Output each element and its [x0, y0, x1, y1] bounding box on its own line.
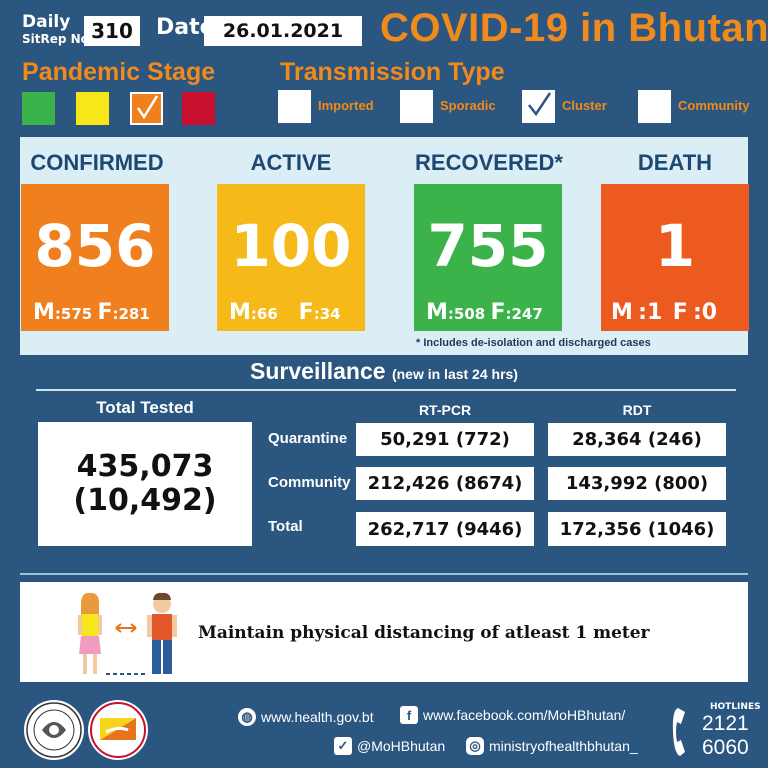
bhutan-flag-logo	[88, 700, 148, 760]
quarantine-rdt-cell: 28,364 (246)	[548, 423, 726, 456]
confirmed-card: 856 M:575 F:281	[21, 184, 169, 331]
imported-label: Imported	[318, 98, 374, 113]
total-rdt-cell: 172,356 (1046)	[548, 512, 726, 546]
transmission-type-title: Transmission Type	[280, 58, 505, 86]
imported-checkbox	[278, 90, 311, 123]
pandemic-stage-square-2	[76, 92, 109, 125]
rtpcr-column-header: RT-PCR	[418, 402, 472, 418]
surveillance-bottom-divider	[20, 573, 748, 575]
community-checkbox	[638, 90, 671, 123]
checkmark-icon	[528, 92, 552, 117]
date-value: 26.01.2021	[204, 16, 362, 46]
twitter-link[interactable]: ✓ @MoHBhutan	[334, 737, 445, 755]
recovered-value: 755	[427, 212, 549, 280]
globe-icon: ◍	[238, 708, 256, 726]
confirmed-gender-split: M:575 F:281	[33, 300, 150, 325]
surveillance-title: Surveillance (new in last 24 hrs)	[250, 358, 518, 384]
death-heading: DEATH	[637, 150, 713, 175]
facebook-link[interactable]: f www.facebook.com/MoHBhutan/	[400, 706, 625, 724]
total-rtpcr-cell: 262,717 (9446)	[356, 512, 534, 546]
total-tested-box: 435,073 (10,492)	[38, 422, 252, 546]
cluster-checkbox	[522, 90, 555, 123]
physical-distancing-icon	[78, 592, 177, 675]
sporadic-label: Sporadic	[440, 98, 496, 113]
active-value: 100	[230, 212, 352, 280]
recovered-card: 755 M:508 F:247	[414, 184, 562, 331]
community-rtpcr-cell: 212,426 (8674)	[356, 467, 534, 500]
twitter-icon: ✓	[334, 737, 352, 755]
sitrep-label-daily: Daily	[22, 12, 71, 32]
sporadic-checkbox	[400, 90, 433, 123]
quarantine-row-label: Quarantine	[268, 430, 348, 447]
surveillance-divider	[36, 389, 736, 391]
confirmed-heading: CONFIRMED	[30, 150, 164, 175]
total-tested-label: Total Tested	[96, 398, 194, 417]
checkmark-icon	[136, 95, 159, 120]
quarantine-rtpcr-cell: 50,291 (772)	[356, 423, 534, 456]
facebook-icon: f	[400, 706, 418, 724]
hotline-1: 2121	[702, 712, 749, 735]
recovered-heading: RECOVERED*	[415, 150, 563, 175]
instagram-icon: ◎	[466, 737, 484, 755]
instagram-link[interactable]: ◎ ministryofhealthbhutan_	[466, 737, 638, 755]
hotlines: HOTLINES 2121 6060	[670, 700, 761, 762]
message-panel	[20, 582, 748, 682]
sitrep-label-no: SitRep No.	[22, 32, 94, 46]
death-gender-split: M :1 F :0	[611, 300, 718, 325]
cluster-label: Cluster	[562, 98, 607, 113]
rdt-column-header: RDT	[622, 402, 652, 418]
total-tested-new: (10,492)	[73, 483, 217, 518]
page-title: COVID-19 in Bhutan	[380, 6, 768, 50]
hotline-2: 6060	[702, 736, 749, 759]
hotlines-label: HOTLINES	[710, 702, 761, 712]
community-rdt-cell: 143,992 (800)	[548, 467, 726, 500]
phone-icon	[672, 708, 685, 756]
ministry-emblem-logo	[24, 700, 84, 760]
recovered-footnote: * Includes de-isolation and discharged c…	[416, 337, 651, 349]
total-row-label: Total	[268, 518, 303, 535]
sitrep-label: Daily SitRep No.	[22, 12, 94, 46]
pandemic-stage-title: Pandemic Stage	[22, 58, 216, 86]
death-value: 1	[654, 212, 696, 280]
community-row-label: Community	[268, 474, 351, 491]
community-label: Community	[678, 98, 750, 113]
pandemic-stage-square-3	[130, 92, 163, 125]
distancing-message: Maintain physical distancing of atleast …	[198, 623, 650, 643]
death-card: 1 M :1 F :0	[601, 184, 749, 331]
sitrep-number: 310	[84, 16, 140, 46]
recovered-gender-split: M:508 F:247	[426, 300, 543, 325]
active-gender-split: M:66 F:34	[229, 300, 341, 325]
active-card: 100 M:66 F:34	[217, 184, 365, 331]
total-tested-value: 435,073	[76, 448, 214, 484]
pandemic-stage-square-1	[22, 92, 55, 125]
active-heading: ACTIVE	[250, 150, 332, 175]
website-link[interactable]: ◍ www.health.gov.bt	[238, 708, 374, 726]
confirmed-value: 856	[34, 212, 156, 280]
pandemic-stage-square-4	[182, 92, 215, 125]
